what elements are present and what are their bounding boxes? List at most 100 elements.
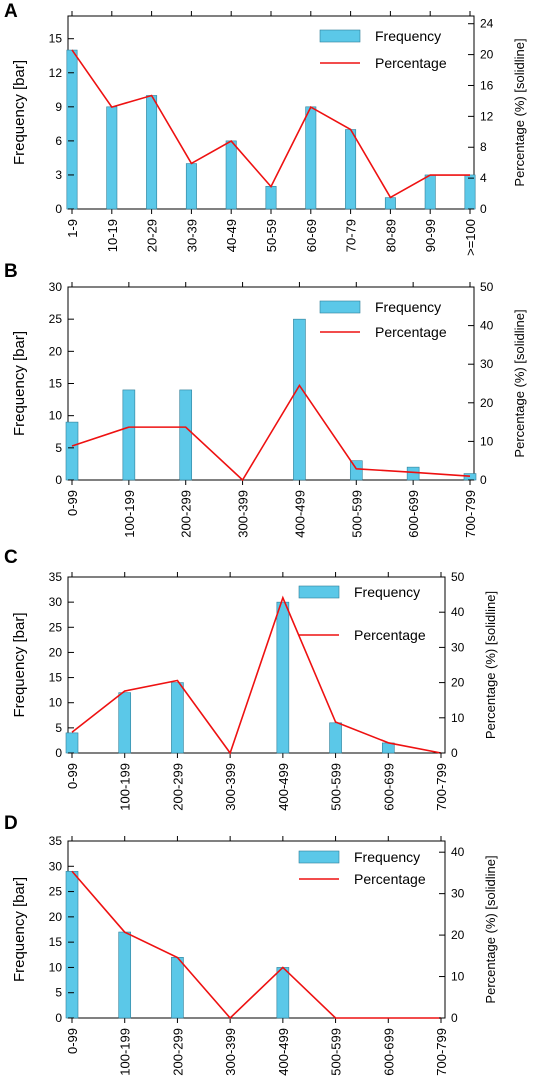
panel-c-y-tick-label: 15 (49, 671, 63, 685)
panel-b-x-tick-label: 100-199 (122, 490, 137, 538)
panel-b-y-tick-label: 20 (49, 344, 63, 358)
panel-a-y2-tick-label: 12 (480, 109, 494, 123)
panel-a-bar (345, 129, 357, 210)
panel-d-x-tick-label: 200-299 (170, 1028, 185, 1076)
panel-b-y-tick-label: 5 (55, 441, 62, 455)
panel-a-legend-bar-swatch (319, 29, 361, 43)
panel-d-y2-tick-label: 40 (451, 845, 465, 859)
panel-d-y-tick-label: 25 (49, 885, 63, 899)
panel-a-y-tick-label: 9 (55, 100, 62, 114)
panel-d-y-tick-label: 0 (55, 1011, 62, 1025)
panel-b-bar (179, 389, 193, 481)
panel-b-y2-tick-label: 20 (480, 396, 494, 410)
panel-c-x-tick-label: 100-199 (118, 763, 133, 811)
panel-a-x-tick-label: 50-59 (264, 219, 279, 252)
panel-c-bar (118, 692, 132, 754)
panel-d-percentage-line (71, 870, 441, 1020)
panel-d-y-tick-label: 5 (55, 986, 62, 1000)
panel-c-x-tick-label: 300-399 (223, 763, 238, 811)
panel-b-bar (293, 318, 306, 481)
panel-a-y2-tick-label: 8 (480, 140, 487, 154)
panel-b-y-tick-label: 25 (49, 312, 63, 326)
panel-b-y2-tick-label: 50 (480, 280, 494, 294)
panel-b-x-tick-label: 400-499 (292, 490, 307, 538)
panel-b-y2-tick-label: 0 (480, 473, 487, 487)
panel-b-ylabel: Frequency [bar] (11, 331, 28, 436)
panel-d-legend-percentage: Percentage (354, 871, 426, 887)
panel-a-bar (106, 106, 118, 210)
panel-d-legend-bar-swatch (298, 850, 340, 864)
panel-a-bar (305, 106, 317, 210)
panel-b-legend-frequency: Frequency (375, 299, 441, 315)
panel-a-legend-percentage: Percentage (375, 55, 447, 71)
panel-b-y-tick-label: 15 (49, 377, 63, 391)
panel-d-x-tick-label: 500-599 (329, 1028, 344, 1076)
panel-a-y2-tick-label: 0 (480, 202, 487, 216)
panel-b-x-tick-label: 200-299 (179, 490, 194, 538)
panel-c-y2-tick-label: 0 (451, 746, 458, 760)
panel-d-x-tick-label: 0-99 (65, 1028, 80, 1054)
panel-c-x-tick-label: 200-299 (170, 763, 185, 811)
panel-a-y-tick-label: 6 (55, 134, 62, 148)
panel-c-y-tick-label: 30 (49, 595, 63, 609)
panel-b-x-tick-label: 0-99 (65, 490, 80, 516)
panel-d-label: D (4, 813, 18, 834)
panel-c-y2-tick-label: 40 (451, 605, 465, 619)
panel-c-y-tick-label: 5 (55, 721, 62, 735)
panel-c-bar (381, 742, 395, 754)
panel-d-bar (171, 957, 184, 1019)
panel-d-legend-frequency: Frequency (354, 849, 420, 865)
panel-a-x-tick-label: >=100 (463, 219, 478, 256)
panel-a-bar (265, 185, 277, 210)
panel-a-x-tick-label: 90-99 (423, 219, 438, 252)
panel-c-y2-tick-label: 10 (451, 711, 465, 725)
panel-c-y2-tick-label: 20 (451, 676, 465, 690)
panel-d-x-tick-label: 700-799 (434, 1028, 449, 1076)
panel-d-x-tick-label: 400-499 (276, 1028, 291, 1076)
panel-b-y2-tick-label: 30 (480, 357, 494, 371)
panel-b-label: B (4, 261, 18, 282)
panel-a-legend-frequency: Frequency (375, 28, 441, 44)
panel-c-x-tick-label: 500-599 (329, 763, 344, 811)
panel-a-bar (384, 197, 396, 210)
panel-c-y2label: Percentage (%) [solidline] (483, 591, 498, 739)
panel-a-y-tick-label: 3 (55, 168, 62, 182)
panel-a-y2-tick-label: 24 (480, 17, 494, 31)
panel-b-y2-tick-label: 40 (480, 319, 494, 333)
panel-b-x-tick-label: 300-399 (236, 490, 251, 538)
panel-a-bar (66, 49, 78, 210)
panel-a-bar (146, 95, 158, 210)
panel-b-x-tick-label: 600-699 (406, 490, 421, 538)
panel-d-y-tick-label: 20 (49, 910, 63, 924)
panel-d-y2-tick-label: 20 (451, 928, 465, 942)
panel-c-x-tick-label: 400-499 (276, 763, 291, 811)
panel-a-x-tick-label: 40-49 (224, 219, 239, 252)
panel-c-legend-bar-swatch (298, 585, 340, 599)
panel-b-y2label: Percentage (%) [solidline] (512, 309, 527, 457)
panel-c-y-tick-label: 25 (49, 620, 63, 634)
panel-c-y-tick-label: 0 (55, 746, 62, 760)
panel-a-x-tick-label: 30-39 (184, 219, 199, 252)
panel-c-frame (67, 576, 446, 754)
panel-a-y2-tick-label: 4 (480, 171, 487, 185)
panel-a-x-tick-label: 10-19 (105, 219, 120, 252)
panel-a-y-tick-label: 12 (49, 66, 63, 80)
panel-a-x-tick-label: 70-79 (344, 219, 359, 252)
panel-b-x-tick-label: 700-799 (463, 490, 478, 538)
panel-b-y2-tick-label: 10 (480, 434, 494, 448)
panel-a-ylabel: Frequency [bar] (11, 60, 28, 165)
panel-b-percentage-line (71, 383, 471, 482)
panel-b-y-tick-label: 0 (55, 473, 62, 487)
panel-c-bar (329, 722, 342, 754)
panel-b-bar (122, 389, 136, 481)
panel-a-y-tick-label: 15 (49, 32, 63, 46)
panel-a-percentage-line (71, 49, 470, 199)
panel-c-y2-tick-label: 50 (451, 570, 465, 584)
panel-d-x-tick-label: 600-699 (381, 1028, 396, 1076)
panel-a-x-tick-label: 1-9 (65, 219, 80, 238)
panel-c-label: C (4, 547, 18, 568)
panel-c-bar (171, 682, 184, 754)
panel-c-y-tick-label: 10 (49, 696, 63, 710)
panel-a-x-tick-label: 60-69 (304, 219, 319, 252)
panel-c-y-tick-label: 35 (49, 570, 63, 584)
